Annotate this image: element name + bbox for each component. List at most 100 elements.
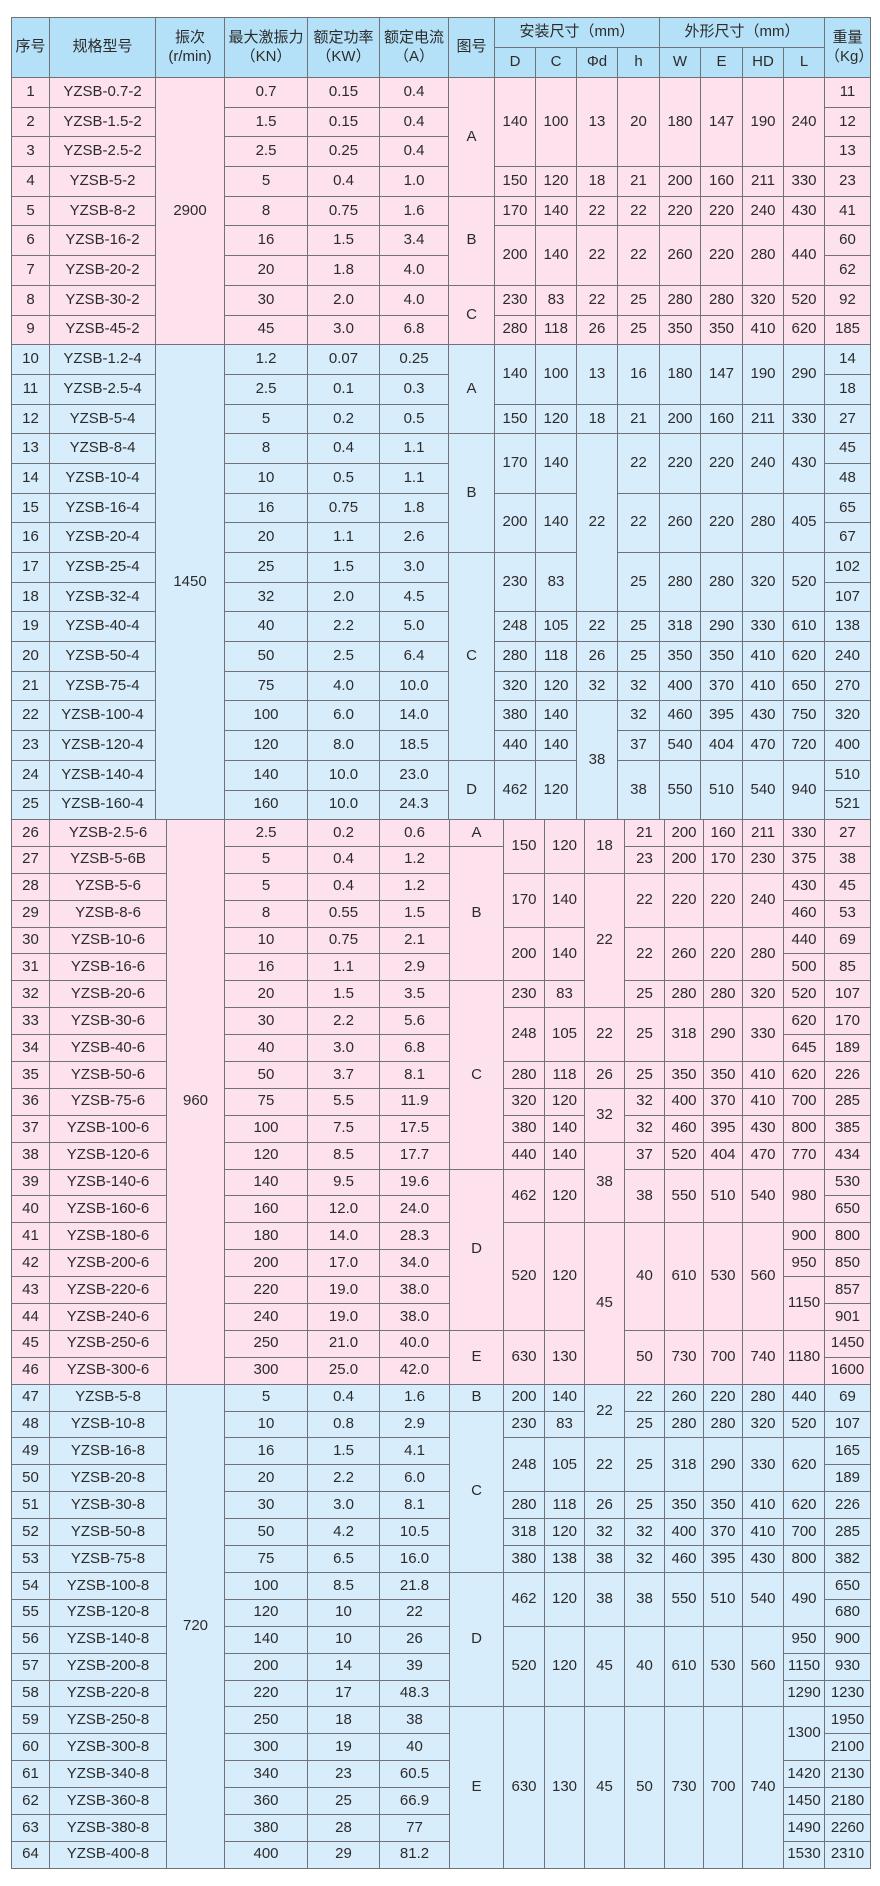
table-cell: 280 xyxy=(494,641,536,672)
table-cell: 34 xyxy=(11,1034,50,1063)
table-row: 22 YZSB-100-4 100 6.0 14.0 380 140 38 32 460 395 43… xyxy=(11,700,871,821)
table-cell: 8.5 xyxy=(307,1571,380,1600)
table-row: 63 YZSB-380-8 380 28 77 1490 2260 xyxy=(11,1813,871,1842)
table-cell: 24.3 xyxy=(379,789,449,821)
table-cell: 107 xyxy=(824,581,871,613)
table-cell: 700 xyxy=(703,1329,743,1385)
table-cell: 4.0 xyxy=(379,255,449,286)
table-cell: 226 xyxy=(824,1491,871,1520)
table-cell: 8.5 xyxy=(307,1141,380,1170)
table-cell: 147 xyxy=(700,76,743,168)
table-cell: 14 xyxy=(307,1652,380,1681)
table-cell: 25 xyxy=(617,551,660,613)
table-cell: 69 xyxy=(824,926,871,955)
table-cell: YZSB-20-4 xyxy=(49,522,156,553)
table-cell: 27 xyxy=(11,845,50,874)
table-cell: YZSB-45-2 xyxy=(49,314,156,346)
table-cell: YZSB-180-6 xyxy=(49,1222,167,1251)
table-cell: 2.5 xyxy=(224,373,308,405)
table-cell: 19.0 xyxy=(307,1303,380,1331)
table-cell: 550 xyxy=(664,1168,704,1224)
table-cell: YZSB-75-6 xyxy=(49,1087,167,1116)
table-cell: 530 xyxy=(824,1168,871,1197)
table-cell: 270 xyxy=(824,670,871,702)
table-cell: 630 xyxy=(503,1706,545,1869)
table-cell: 0.2 xyxy=(307,403,380,435)
table-cell: 700 xyxy=(703,1706,743,1869)
table-cell: 120 xyxy=(224,1141,308,1170)
table-cell: 620 xyxy=(783,1007,825,1036)
table-cell: 45 xyxy=(11,1329,50,1358)
table-cell: 320 xyxy=(742,551,784,613)
table-row: 47 YZSB-5-8 720 5 0.4 1.6 B 200 140 22 22 260 220 280… xyxy=(11,1383,871,1869)
table-cell: 1600 xyxy=(824,1356,871,1385)
table-cell: 4.0 xyxy=(379,284,449,316)
table-cell: YZSB-50-6 xyxy=(49,1061,167,1089)
table-cell: 405 xyxy=(783,492,825,554)
table-cell: 16 xyxy=(224,225,308,257)
table-cell: 18 xyxy=(584,819,625,874)
table-cell: 48 xyxy=(11,1410,50,1439)
table-cell: 220 xyxy=(700,433,743,494)
table-cell: 520 xyxy=(783,1410,825,1439)
table-cell: 220 xyxy=(700,225,743,286)
table-cell: 11 xyxy=(11,373,50,405)
table-cell: 240 xyxy=(783,76,825,168)
table-cell: 140 xyxy=(544,1114,585,1143)
table-cell: 180 xyxy=(224,1222,308,1251)
table-cell: 22 xyxy=(617,225,660,286)
table-cell: 404 xyxy=(703,1141,743,1170)
table-cell: YZSB-240-6 xyxy=(49,1303,167,1331)
table-cell: 620 xyxy=(783,1437,825,1493)
table-cell: 7.5 xyxy=(307,1114,380,1143)
table-cell: 430 xyxy=(783,195,825,227)
table-cell: 6.4 xyxy=(379,641,449,672)
table-row: 55 YZSB-120-8 120 10 22 680 xyxy=(11,1598,871,1627)
table-cell: E xyxy=(449,1706,504,1869)
table-cell: YZSB-220-6 xyxy=(49,1276,167,1305)
table-cell: 950 xyxy=(783,1249,825,1278)
table-cell: 58 xyxy=(11,1679,50,1708)
table-cell: 5 xyxy=(224,845,308,874)
table-row: 51 YZSB-30-8 30 3.0 8.1 280 118 26 25 350 350 410 62… xyxy=(11,1491,871,1520)
table-cell: 1490 xyxy=(783,1813,825,1842)
table-cell: 5 xyxy=(224,166,308,197)
table-cell: 105 xyxy=(544,1437,585,1493)
table-cell: 12.0 xyxy=(307,1195,380,1224)
table-cell: 440 xyxy=(783,926,825,955)
table-cell: 44 xyxy=(11,1303,50,1331)
table-cell: 248 xyxy=(503,1437,545,1493)
table-cell: 280 xyxy=(494,314,536,346)
table-cell: 0.5 xyxy=(379,403,449,435)
table-cell: 22 xyxy=(576,611,618,643)
table-cell: YZSB-10-6 xyxy=(49,926,167,955)
table-row: 33 YZSB-30-6 30 2.2 5.6 248 105 22 25 318 290 330 62… xyxy=(11,1007,871,1063)
table-cell: 350 xyxy=(700,314,743,346)
table-cell: D xyxy=(449,1571,504,1708)
table-cell: 510 xyxy=(700,759,743,821)
table-row: 48 YZSB-10-8 10 0.8 2.9 C 230 83 25 280 280 320 520 1… xyxy=(11,1410,871,1573)
table-cell: 0.4 xyxy=(379,136,449,168)
table-row: 43 YZSB-220-6 220 19.0 38.0 1150 857 xyxy=(11,1276,871,1331)
table-cell: 200 xyxy=(659,166,701,197)
table-cell: 92 xyxy=(824,284,871,316)
table-cell: 395 xyxy=(700,700,743,732)
table-cell: 1.2 xyxy=(379,845,450,874)
table-cell: 1.1 xyxy=(379,462,449,494)
table-cell: 5.6 xyxy=(379,1007,450,1036)
column-header: 重量 （Kg） xyxy=(824,17,871,78)
table-cell: YZSB-220-8 xyxy=(49,1679,167,1708)
table-cell: 410 xyxy=(742,1518,784,1547)
table-cell: 550 xyxy=(659,759,701,821)
table-cell: 27 xyxy=(824,819,871,847)
table-cell: 230 xyxy=(494,551,536,613)
table-cell: 395 xyxy=(703,1545,743,1573)
table-cell: 36 xyxy=(11,1087,50,1116)
table-cell: 18 xyxy=(576,166,618,197)
table-cell: YZSB-16-8 xyxy=(49,1437,167,1466)
table-cell: 1.0 xyxy=(379,166,449,197)
table-cell: 2900 xyxy=(155,76,225,346)
table-cell: 0.25 xyxy=(379,344,449,375)
table-cell: 240 xyxy=(742,433,784,494)
table-cell: 6.0 xyxy=(379,1464,450,1493)
